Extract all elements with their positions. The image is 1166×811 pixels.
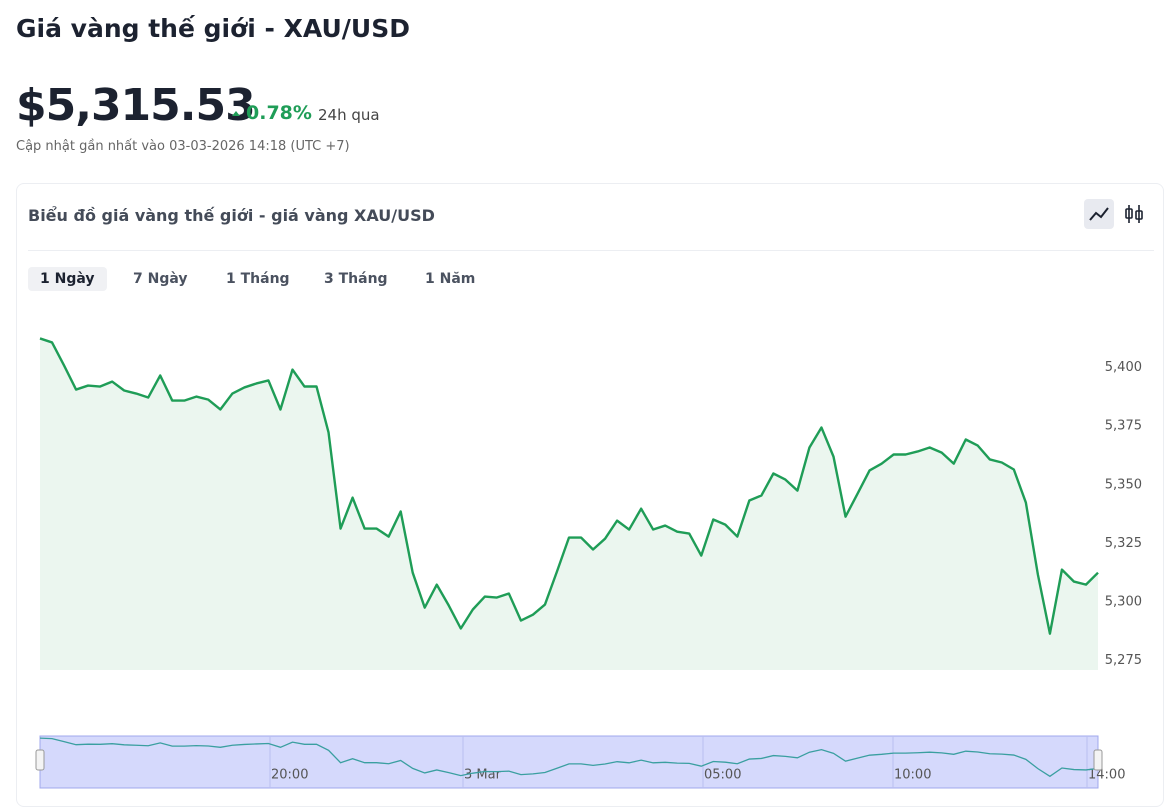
y-tick-label: 5,325: [1105, 536, 1142, 551]
tab[interactable]: 3 Tháng: [324, 271, 388, 287]
chart-type-switch: [1084, 199, 1143, 229]
y-tick-label: 5,275: [1105, 653, 1142, 668]
updated-time: Cập nhật gần nhất vào 03-03-2026 14:18 (…: [16, 139, 350, 154]
navigator-label: 3 Mar: [464, 768, 502, 783]
price-change: 0.78%: [246, 102, 312, 124]
line-icon-bg[interactable]: [1084, 199, 1114, 229]
change-period: 24h qua: [318, 106, 380, 124]
navigator-label: 20:00: [271, 768, 308, 783]
y-tick-label: 5,400: [1105, 360, 1142, 375]
navigator-label: 05:00: [704, 768, 741, 783]
navigator-label: 10:00: [894, 768, 931, 783]
chart-card: [16, 183, 1164, 807]
y-tick-label: 5,350: [1105, 477, 1142, 492]
tab[interactable]: 1 Tháng: [226, 271, 290, 287]
price-line: [39, 337, 1099, 635]
y-tick-label: 5,300: [1105, 595, 1142, 610]
tab[interactable]: 1 Ngày: [28, 267, 107, 291]
candle-icon[interactable]: [1125, 205, 1143, 223]
up-arrow: [232, 111, 240, 116]
navigator-range: [39, 735, 1099, 789]
price: $5,315.53: [16, 80, 256, 131]
navigator-label: 14:00: [1088, 768, 1125, 783]
navigator-handle[interactable]: [1093, 749, 1103, 771]
line-icon[interactable]: [1089, 207, 1109, 221]
navigator-handle[interactable]: [35, 749, 45, 771]
area: [40, 338, 1098, 670]
separator: [28, 250, 1154, 251]
tab[interactable]: 1 Năm: [425, 271, 476, 287]
tab[interactable]: 7 Ngày: [133, 271, 188, 287]
chart-title: Biểu đồ giá vàng thế giới - giá vàng XAU…: [28, 206, 435, 225]
y-tick-label: 5,375: [1105, 419, 1142, 434]
navigator-line: [39, 737, 1099, 778]
page-title: Giá vàng thế giới - XAU/USD: [16, 14, 410, 43]
